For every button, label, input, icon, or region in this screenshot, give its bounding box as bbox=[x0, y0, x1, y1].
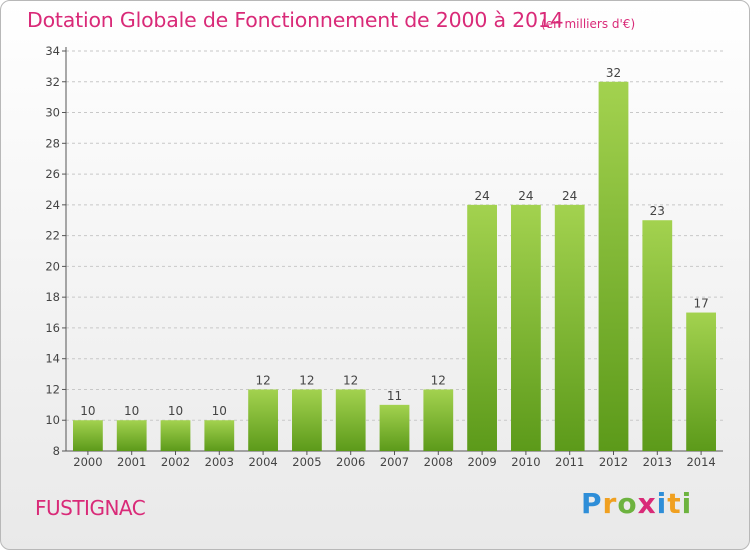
bar bbox=[511, 204, 541, 451]
data-label: 32 bbox=[606, 66, 621, 80]
logo-letter: P bbox=[581, 487, 603, 520]
proxiti-logo: Proxiti bbox=[581, 487, 692, 520]
bar bbox=[73, 420, 103, 451]
x-tick-label: 2011 bbox=[555, 455, 584, 469]
x-tick-label: 2014 bbox=[686, 455, 715, 469]
x-tick-label: 2003 bbox=[205, 455, 234, 469]
data-label: 23 bbox=[650, 204, 665, 218]
y-tick-label: 8 bbox=[53, 444, 60, 458]
x-tick-label: 2005 bbox=[292, 455, 321, 469]
y-tick-label: 14 bbox=[45, 352, 60, 366]
data-label: 12 bbox=[343, 373, 358, 387]
bar bbox=[292, 389, 322, 451]
logo-letter: x bbox=[637, 487, 657, 520]
y-tick-label: 34 bbox=[45, 44, 60, 58]
logo-letter: o bbox=[617, 487, 638, 520]
bar bbox=[116, 420, 147, 451]
y-tick-label: 20 bbox=[45, 259, 60, 273]
y-tick-label: 10 bbox=[45, 413, 60, 427]
bar bbox=[335, 389, 366, 451]
data-label: 10 bbox=[212, 404, 227, 418]
data-label: 10 bbox=[80, 404, 95, 418]
y-tick-label: 16 bbox=[45, 321, 60, 335]
x-tick-label: 2012 bbox=[599, 455, 628, 469]
logo-letter: t bbox=[667, 487, 682, 520]
data-label: 24 bbox=[474, 189, 489, 203]
bar bbox=[379, 404, 410, 451]
x-tick-label: 2006 bbox=[336, 455, 365, 469]
y-tick-label: 24 bbox=[45, 198, 60, 212]
bar bbox=[204, 420, 235, 451]
logo-letter: i bbox=[681, 487, 693, 520]
data-label: 24 bbox=[518, 189, 533, 203]
y-tick-label: 26 bbox=[45, 167, 60, 181]
logo-letter: r bbox=[602, 487, 618, 520]
chart-title: Dotation Globale de Fonctionnement de 20… bbox=[27, 8, 564, 32]
bar bbox=[248, 389, 278, 451]
logo-letter: i bbox=[656, 487, 668, 520]
data-label: 10 bbox=[168, 404, 183, 418]
x-tick-label: 2009 bbox=[467, 455, 496, 469]
chart-subtitle: (en milliers d'€) bbox=[541, 17, 636, 31]
data-label: 12 bbox=[431, 373, 446, 387]
data-label: 17 bbox=[693, 297, 708, 311]
commune-name: FUSTIGNAC bbox=[35, 496, 146, 520]
x-tick-label: 2002 bbox=[161, 455, 190, 469]
data-label: 10 bbox=[124, 404, 139, 418]
data-label: 11 bbox=[387, 389, 402, 403]
bar bbox=[642, 220, 673, 451]
y-tick-label: 32 bbox=[45, 75, 60, 89]
data-label: 12 bbox=[299, 373, 314, 387]
x-tick-label: 2010 bbox=[511, 455, 540, 469]
bar bbox=[160, 420, 191, 451]
y-tick-label: 30 bbox=[45, 106, 60, 120]
y-tick-label: 12 bbox=[45, 382, 60, 396]
x-tick-label: 2004 bbox=[248, 455, 277, 469]
x-tick-label: 2007 bbox=[380, 455, 409, 469]
bar bbox=[423, 389, 454, 451]
bar bbox=[554, 204, 585, 451]
bar bbox=[598, 81, 629, 452]
y-tick-label: 22 bbox=[45, 229, 60, 243]
x-tick-label: 2000 bbox=[73, 455, 102, 469]
data-label: 12 bbox=[255, 373, 270, 387]
x-tick-label: 2013 bbox=[643, 455, 672, 469]
bar bbox=[467, 204, 497, 451]
x-tick-label: 2008 bbox=[424, 455, 453, 469]
bar bbox=[686, 312, 716, 451]
y-tick-label: 18 bbox=[45, 290, 60, 304]
y-tick-label: 28 bbox=[45, 136, 60, 150]
data-label: 24 bbox=[562, 189, 577, 203]
x-tick-label: 2001 bbox=[117, 455, 146, 469]
